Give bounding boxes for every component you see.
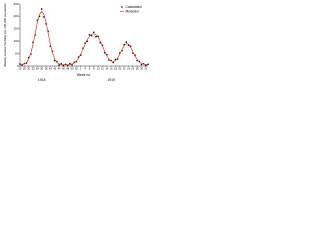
data-point — [92, 31, 95, 34]
y-tick-label: 50 — [15, 51, 19, 55]
data-point — [90, 34, 93, 37]
x-tick-label: 32 — [32, 67, 35, 71]
x-tick-label: 24 — [127, 67, 130, 71]
data-point — [125, 41, 128, 43]
x-tick-label: 26 — [131, 67, 134, 71]
data-point — [95, 35, 97, 38]
data-point — [140, 63, 143, 66]
y-tick-label: 100 — [13, 39, 18, 43]
legend-label: Calculated — [126, 5, 142, 9]
x-tick-label: 22 — [123, 67, 126, 71]
x-tick-label: 18 — [114, 67, 117, 71]
x-tick-label: 46 — [62, 67, 65, 71]
x-tick-label: 48 — [66, 67, 69, 71]
y-tick-label: 200 — [13, 14, 18, 18]
x-tick-label: 36 — [40, 67, 43, 71]
x-group-label: 1919 — [107, 78, 115, 82]
series-line — [19, 10, 149, 66]
x-tick-label: 28 — [23, 67, 26, 71]
y-tick-label: 0 — [17, 64, 19, 68]
chart: Weekly excess mortality per 100,000 popu… — [0, 0, 150, 84]
y-tick-label: 250 — [13, 2, 18, 6]
x-axis-label: Week no. — [77, 73, 91, 77]
x-tick-label: 4 — [84, 67, 86, 71]
y-tick-label: 150 — [13, 27, 18, 31]
y-axis-label: Weekly excess mortality per 100,000 popu… — [3, 3, 7, 67]
data-point — [88, 33, 91, 36]
data-point — [69, 62, 71, 65]
legend-marker — [121, 6, 123, 8]
x-tick-label: 32 — [144, 67, 147, 71]
x-tick-label: 44 — [58, 67, 61, 71]
x-group-label: 1918 — [38, 78, 46, 82]
legend-label: Modeled — [126, 9, 139, 13]
x-tick-label: 16 — [110, 67, 113, 71]
x-tick-label: 14 — [105, 67, 108, 71]
data-point — [58, 64, 60, 66]
x-tick-label: 30 — [27, 67, 30, 71]
x-tick-label: 34 — [36, 67, 39, 71]
x-tick-label: 10 — [97, 67, 100, 71]
x-tick-label: 2 — [80, 67, 82, 71]
x-tick-label: 12 — [101, 67, 104, 71]
x-tick-label: 38 — [45, 67, 48, 71]
x-tick-label: 50 — [71, 67, 74, 71]
x-tick-label: 20 — [118, 67, 121, 71]
x-tick-label: 8 — [93, 67, 95, 71]
x-tick-label: 6 — [89, 67, 91, 71]
x-tick-label: 52 — [75, 67, 78, 71]
data-point — [40, 8, 43, 10]
x-tick-label: 26 — [19, 67, 22, 71]
x-tick-label: 42 — [53, 67, 56, 71]
data-point — [112, 61, 115, 64]
x-tick-label: 28 — [136, 67, 139, 71]
x-tick-label: 40 — [49, 67, 52, 71]
x-tick-label: 30 — [140, 67, 143, 71]
background — [0, 0, 150, 84]
